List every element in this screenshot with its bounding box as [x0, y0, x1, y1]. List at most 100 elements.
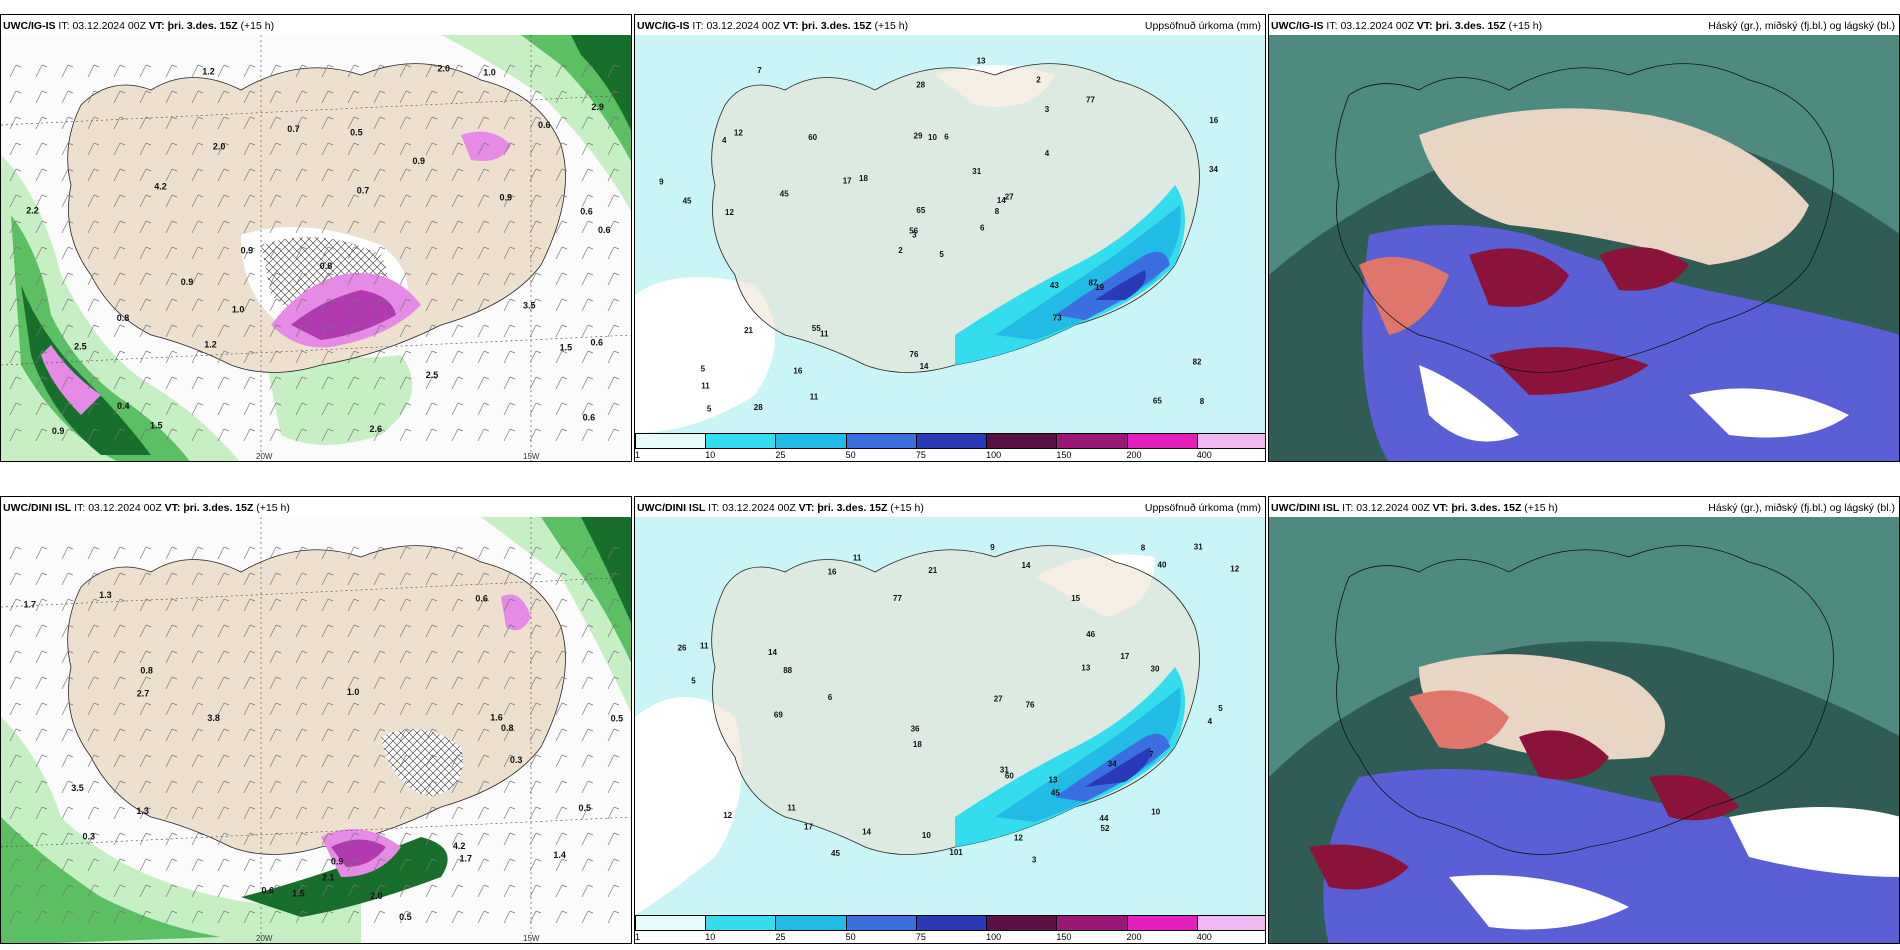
value-label: 3	[1032, 856, 1037, 865]
value-label: 73	[1053, 313, 1062, 322]
it-label: IT:	[58, 20, 70, 32]
model-name: UWC/IG-IS	[3, 20, 56, 32]
colorbar-swatch	[986, 915, 1058, 931]
value-label: 101	[949, 848, 963, 857]
value-label: 4.2	[453, 841, 466, 851]
value-label: 8	[1141, 544, 1146, 553]
value-label: 12	[1014, 834, 1023, 843]
value-label: 0.7	[357, 186, 370, 196]
value-label: 1.0	[483, 68, 496, 78]
value-label: 14	[1022, 561, 1031, 570]
value-label: 1.4	[553, 850, 566, 860]
value-label: 1.3	[136, 806, 149, 816]
colorbar-label: 50	[845, 450, 856, 460]
value-label: 2.0	[438, 64, 451, 74]
colorbar: 1 10 25 50 75 100 150 200 400	[635, 431, 1265, 461]
value-label: 1.2	[204, 339, 217, 349]
value-label: 5	[707, 405, 712, 414]
value-label: 0.8	[140, 666, 153, 676]
value-label: 0.5	[399, 912, 412, 922]
panel-header: UWC/DINI ISL IT: 03.12.2024 00Z VT: þri.…	[637, 499, 1261, 517]
value-label: 11	[701, 381, 710, 390]
value-label: 60	[808, 133, 817, 142]
colorbar-label: 100	[986, 450, 1002, 460]
panel-ig-wind: UWC/IG-IS IT: 03.12.2024 00Z VT: þri. 3.…	[0, 14, 632, 462]
panel-variable: Háský (gr.), miðský (fj.bl.) og lágský (…	[1708, 502, 1895, 514]
value-label: 4	[1208, 717, 1213, 726]
colorbar-label: 400	[1196, 932, 1212, 942]
value-label: 65	[1153, 397, 1162, 406]
value-label: 55	[812, 324, 821, 333]
colorbar-label: 10	[705, 932, 716, 942]
value-label: 12	[734, 129, 743, 138]
value-label: 0.9	[331, 856, 344, 866]
colorbar-label: 400	[1196, 450, 1212, 460]
value-label: 34	[1209, 165, 1218, 174]
colorbar-swatch	[705, 433, 777, 449]
lead-time: (+15 h)	[890, 502, 924, 514]
colorbar-swatch	[1126, 915, 1198, 931]
value-label: 77	[893, 594, 902, 603]
value-label: 1.2	[202, 66, 215, 76]
value-label: 3.5	[523, 300, 536, 310]
value-label: 31	[972, 167, 981, 176]
value-label: 0.6	[262, 886, 275, 896]
colorbar-label: 75	[915, 450, 926, 460]
value-label: 44	[1100, 814, 1109, 823]
vt-label: VT:	[798, 502, 815, 514]
value-label: 6	[828, 693, 833, 702]
value-label: 28	[916, 81, 925, 90]
value-label: 5	[701, 364, 706, 373]
value-label: 9	[990, 543, 995, 552]
panel-header: UWC/IG-IS IT: 03.12.2024 00Z VT: þri. 3.…	[1271, 17, 1895, 35]
panel-variable: Uppsöfnuð úrkoma (mm)	[1144, 20, 1261, 32]
value-label: 77	[1086, 96, 1095, 105]
colorbar-swatch	[635, 433, 707, 449]
value-label: 16	[828, 568, 837, 577]
colorbar-swatch	[775, 915, 847, 931]
value-label: 31	[1000, 766, 1009, 775]
colorbar-swatch	[1126, 433, 1198, 449]
colorbar-swatch	[775, 433, 847, 449]
value-label: 40	[1158, 560, 1167, 569]
value-label: 60	[1005, 772, 1014, 781]
value-label: 13	[977, 57, 986, 66]
value-label: 11	[853, 554, 862, 563]
value-label: 0.5	[579, 803, 592, 813]
colorbar-swatch	[986, 433, 1058, 449]
value-label: 9	[659, 178, 664, 187]
it-label: IT:	[1342, 502, 1354, 514]
lead-time: (+15 h)	[1524, 502, 1558, 514]
panel-header: UWC/DINI ISL IT: 03.12.2024 00Z VT: þri.…	[3, 499, 627, 517]
value-label: 69	[774, 711, 783, 720]
panel-dini-precip: UWC/DINI ISL IT: 03.12.2024 00Z VT: þri.…	[634, 496, 1266, 944]
lead-time: (+15 h)	[1508, 20, 1543, 32]
value-label: 14	[768, 648, 777, 657]
wind-barbs	[9, 546, 620, 924]
panel-ig-precip: UWC/IG-IS IT: 03.12.2024 00Z VT: þri. 3.…	[634, 14, 1266, 462]
colorbar-label: 200	[1126, 932, 1142, 942]
value-label: 31	[1194, 543, 1203, 552]
colorbar: 1 10 25 50 75 100 150 200 400	[635, 913, 1265, 943]
colorbar-label: 10	[705, 450, 716, 460]
lead-time: (+15 h)	[256, 502, 290, 514]
value-label: 0.5	[350, 128, 363, 138]
value-label: 45	[831, 849, 840, 858]
value-label: 12	[725, 208, 734, 217]
value-label: 0.4	[117, 401, 130, 411]
value-label: 2.5	[74, 341, 87, 351]
panel-ig-clouds: UWC/IG-IS IT: 03.12.2024 00Z VT: þri. 3.…	[1268, 14, 1900, 462]
value-label: 82	[1193, 358, 1202, 367]
value-label: 5	[1218, 704, 1223, 713]
value-label: 3.8	[207, 713, 220, 723]
init-time: 03.12.2024 00Z	[88, 502, 162, 514]
value-label: 2.0	[370, 891, 383, 901]
value-label: 0.9	[500, 193, 513, 203]
value-label: 10	[928, 133, 937, 142]
lead-time: (+15 h)	[874, 20, 909, 32]
value-label: 0.6	[583, 413, 596, 423]
panel-dini-clouds: UWC/DINI ISL IT: 03.12.2024 00Z VT: þri.…	[1268, 496, 1900, 944]
value-label: 3	[912, 230, 917, 239]
valid-time: þri. 3.des. 15Z	[817, 502, 888, 514]
value-label: 27	[1005, 193, 1014, 202]
